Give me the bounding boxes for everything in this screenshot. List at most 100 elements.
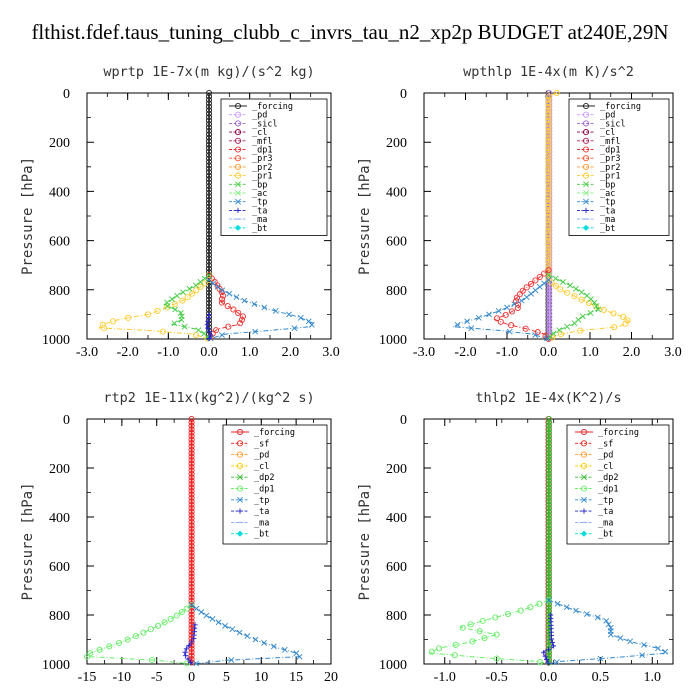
legend-marker: [235, 181, 241, 188]
series-point: [497, 318, 504, 325]
series-point: [144, 311, 152, 318]
series-point: [106, 643, 113, 650]
series-point: [578, 296, 585, 303]
x-tick-label: -3.0: [413, 345, 435, 360]
series-point: [205, 148, 213, 155]
series-point: [545, 457, 553, 464]
series-point: [183, 646, 189, 652]
series-point: [622, 320, 629, 327]
series-point: [205, 325, 211, 331]
series-point: [189, 639, 195, 645]
series-point: [205, 96, 213, 103]
legend-marker: [583, 190, 589, 196]
legend-marker: [581, 508, 587, 514]
x-tick-label: -2.0: [454, 345, 476, 360]
series-point: [578, 289, 585, 296]
series-point: [545, 439, 553, 447]
y-tick-label: 600: [49, 235, 70, 250]
series-point: [209, 616, 216, 622]
legend-marker: [236, 485, 244, 492]
legend-marker: [234, 155, 242, 162]
series-point: [188, 515, 195, 522]
series-point: [236, 320, 244, 327]
series-point: [541, 650, 547, 656]
series-point: [109, 318, 117, 325]
y-tick-label: 0: [63, 87, 70, 102]
series-point: [545, 467, 553, 474]
series-point: [545, 100, 552, 107]
x-tick-label: 2.0: [282, 345, 300, 360]
series_tp: [545, 597, 670, 665]
series-point: [545, 131, 552, 138]
series-point: [545, 532, 553, 539]
series-point: [206, 311, 212, 317]
legend-label: _forcing: [598, 428, 639, 438]
series-point: [205, 203, 213, 210]
series-point: [610, 310, 617, 317]
series-point: [554, 600, 561, 607]
series-point: [188, 522, 195, 529]
series-point: [545, 165, 552, 172]
legend-item: _ma: [575, 518, 613, 528]
x-tick-label: 3.0: [664, 345, 682, 360]
series-point: [545, 238, 552, 245]
series-point: [545, 138, 552, 145]
panel-title: wprtp 1E-7x(m kg)/(s^2 kg): [103, 64, 314, 80]
series-point: [205, 224, 213, 231]
series-point: [222, 622, 228, 629]
series-point: [617, 635, 624, 641]
x-tick-label: 1.0: [581, 345, 599, 360]
series-point: [188, 594, 195, 601]
legend-item: _sf: [231, 439, 269, 449]
series-point: [171, 320, 178, 327]
legend-label: _ac: [252, 189, 267, 199]
series-point: [205, 296, 213, 303]
series-point: [205, 141, 213, 148]
series-point: [184, 294, 191, 301]
y-tick-label: 200: [386, 462, 407, 477]
series-point: [536, 273, 543, 281]
legend-item: _tp: [231, 496, 269, 506]
panel-title: wpthlp 1E-4x(m K)/s^2: [463, 64, 634, 80]
legend-label: _ma: [254, 518, 269, 528]
legend-label: _ac: [600, 189, 615, 199]
series-line: [85, 604, 192, 665]
series-point: [205, 124, 213, 131]
series-point: [205, 210, 213, 217]
legend-label: _ta: [598, 507, 613, 517]
legend-label: _sf: [598, 439, 613, 449]
series-point: [546, 313, 553, 320]
series-point: [205, 196, 213, 203]
y-tick-label: 400: [386, 185, 407, 200]
y-tick-label: 800: [49, 609, 70, 624]
series-point: [214, 283, 221, 290]
x-tick-label: 1.0: [241, 345, 259, 360]
series-point: [545, 556, 553, 563]
series-point: [188, 563, 195, 570]
x-tick-label: -10: [113, 670, 132, 685]
series-point: [205, 131, 213, 138]
series-point: [639, 652, 646, 659]
series-point: [546, 327, 553, 334]
y-tick-label: 0: [63, 413, 70, 428]
legend-marker: [582, 224, 590, 231]
series-point: [545, 529, 553, 536]
series-point: [546, 320, 553, 327]
series-point: [125, 314, 132, 321]
series-point: [161, 619, 168, 626]
series-point: [553, 659, 560, 665]
series-point: [230, 306, 237, 313]
series-point: [188, 590, 195, 597]
series-point: [159, 328, 166, 335]
series-point: [205, 114, 213, 121]
y-tick-label: 600: [49, 560, 70, 575]
series-point: [188, 536, 195, 543]
series-point: [545, 277, 552, 283]
series-point: [188, 602, 195, 609]
legend-item: _pd: [575, 451, 613, 461]
series-point: [204, 322, 210, 328]
legend-label: _forcing: [254, 428, 295, 438]
x-tick-label: 1.0: [644, 670, 662, 685]
series-point: [548, 279, 555, 286]
legend-label: _bt: [254, 530, 269, 540]
